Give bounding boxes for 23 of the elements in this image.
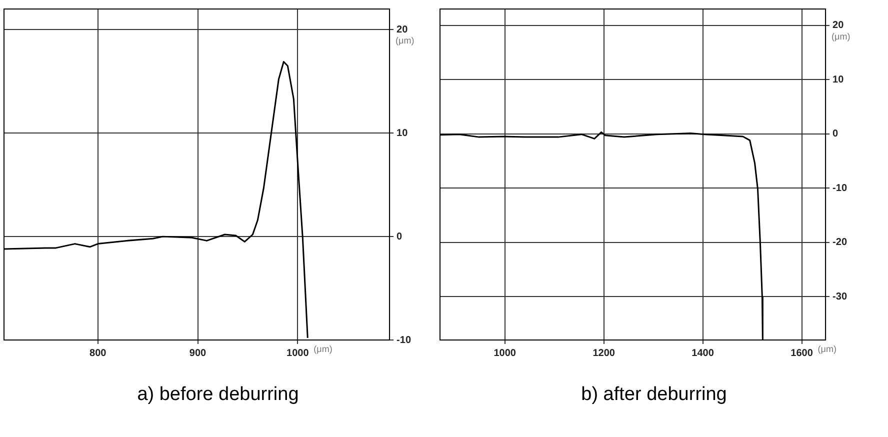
y-axis-title: (μm): [396, 36, 414, 46]
y-tick-label: -20: [832, 237, 848, 248]
text: b) after deburring: [581, 384, 727, 406]
x-tick-label: 900: [189, 348, 207, 359]
x-tick-label: 1000: [286, 348, 310, 359]
x-tick-label: 1600: [790, 348, 814, 359]
x-tick-label: 1000: [494, 348, 516, 359]
text: a) before deburring: [137, 384, 299, 406]
y-axis-title: (μm): [832, 31, 850, 42]
x-axis-title: (μm): [818, 344, 836, 354]
y-tick-label: 0: [396, 231, 403, 242]
y-tick-label: -30: [832, 291, 848, 302]
y-tick-label: 20: [832, 20, 844, 32]
x-tick-label: 1400: [692, 348, 714, 359]
y-tick-label: 10: [832, 74, 844, 86]
y-tick-label: -10: [832, 182, 848, 194]
y-tick-label: 20: [396, 24, 408, 36]
y-tick-label: -10: [396, 334, 412, 346]
x-tick-label: 800: [90, 348, 107, 359]
x-tick-label: 1200: [592, 348, 616, 359]
x-axis-title: (μm): [314, 344, 332, 354]
y-tick-label: 0: [832, 128, 839, 140]
y-tick-label: 10: [396, 128, 408, 139]
